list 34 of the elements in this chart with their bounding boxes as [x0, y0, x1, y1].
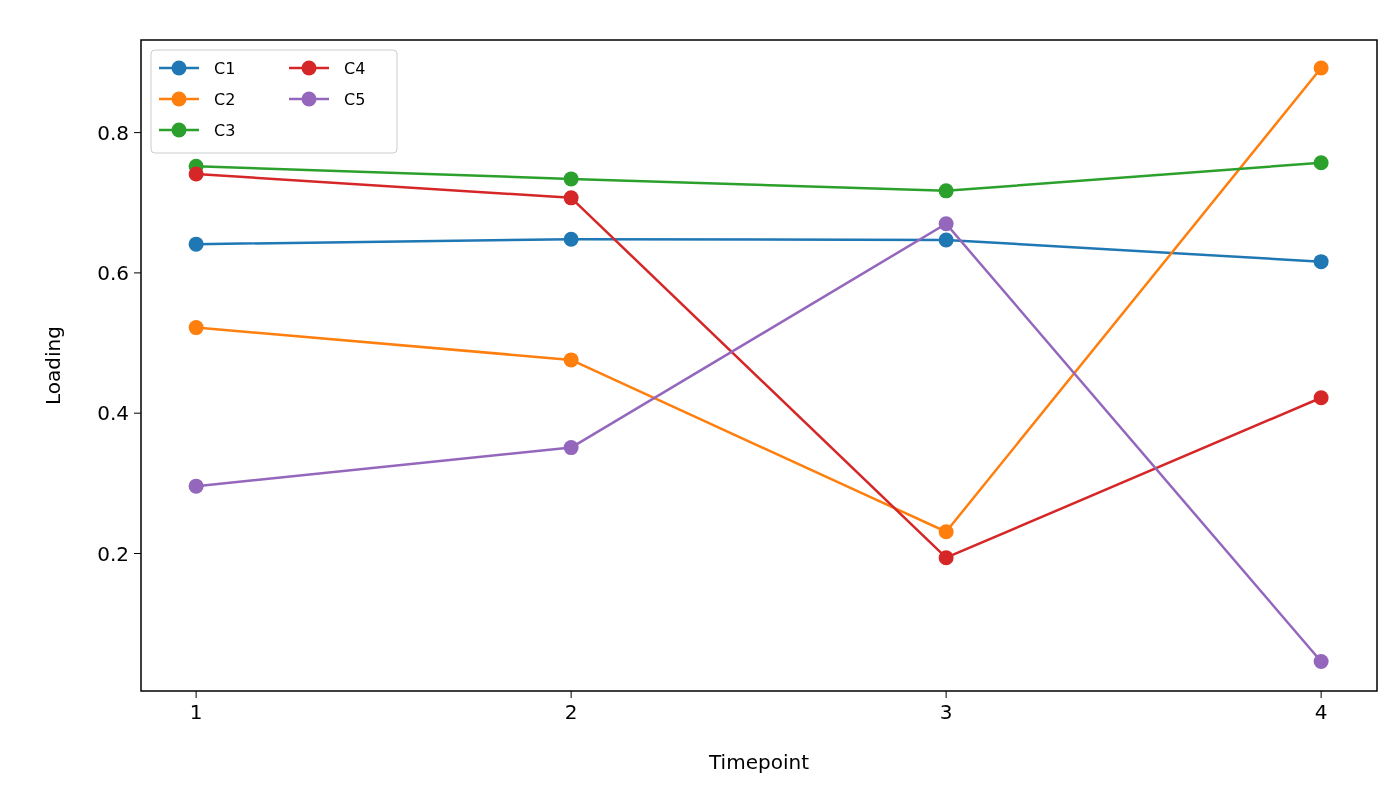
point — [188, 166, 204, 182]
point — [1313, 654, 1329, 670]
point — [563, 190, 579, 206]
legend-label: C4 — [344, 59, 366, 78]
point — [938, 232, 954, 248]
point — [563, 352, 579, 368]
x-tick-label: 3 — [939, 700, 953, 724]
point — [563, 231, 579, 247]
point — [563, 440, 579, 456]
legend-label: C5 — [344, 90, 366, 109]
legend-label: C1 — [214, 59, 236, 78]
x-tick-label: 4 — [1314, 700, 1328, 724]
point — [1313, 390, 1329, 406]
legend-label: C3 — [214, 121, 236, 140]
point — [938, 524, 954, 540]
y-tick-label: 0.6 — [97, 260, 129, 285]
point — [938, 216, 954, 232]
x-tick-label: 1 — [189, 700, 203, 724]
point — [188, 236, 204, 252]
point — [188, 478, 204, 494]
x-tick-label: 2 — [564, 700, 578, 724]
legend-label: C2 — [214, 90, 236, 109]
point — [1313, 254, 1329, 270]
x-axis-title: Timepoint — [708, 750, 810, 774]
y-axis-title: Loading — [41, 326, 65, 405]
y-tick-label: 0.2 — [97, 541, 129, 566]
point — [188, 320, 204, 336]
point — [1313, 155, 1329, 171]
point — [563, 171, 579, 187]
point — [1313, 60, 1329, 76]
y-tick-label: 0.4 — [97, 401, 129, 426]
y-tick-label: 0.8 — [97, 120, 129, 145]
point — [938, 550, 954, 566]
point — [938, 183, 954, 199]
